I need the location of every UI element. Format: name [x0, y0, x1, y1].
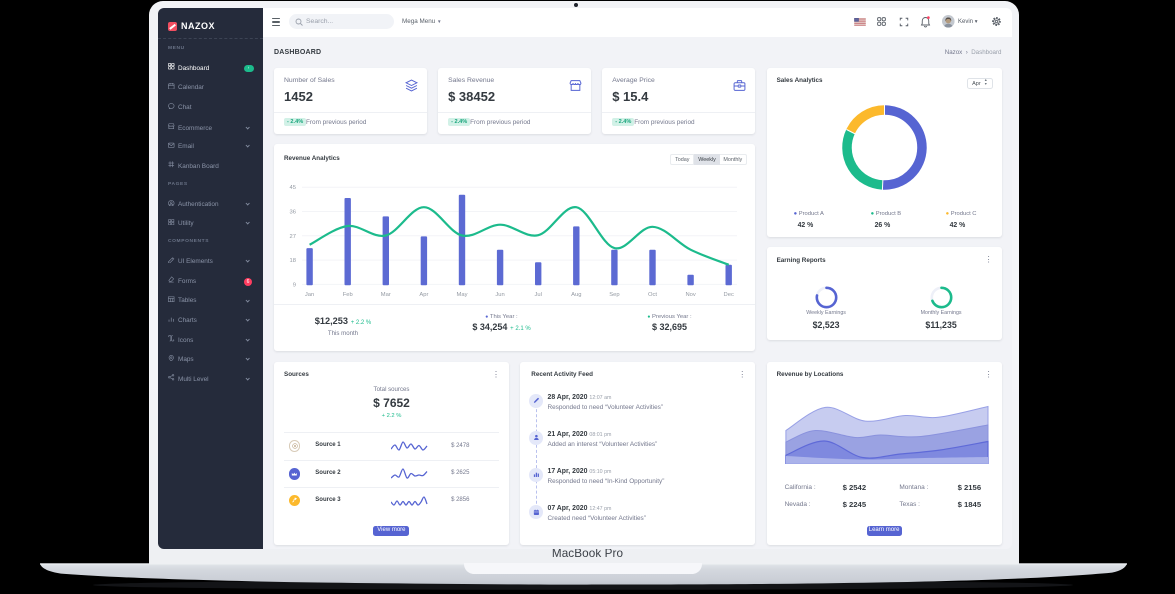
- svg-text:Aug: Aug: [571, 292, 581, 298]
- svg-text:Dec: Dec: [724, 292, 734, 298]
- svg-text:Jul: Jul: [534, 292, 541, 298]
- svg-text:Oct: Oct: [648, 292, 657, 298]
- svg-text:May: May: [457, 292, 468, 298]
- svg-text:27: 27: [290, 233, 296, 239]
- svg-text:45: 45: [290, 185, 296, 191]
- svg-text:Mar: Mar: [381, 292, 391, 298]
- svg-text:Feb: Feb: [343, 292, 353, 298]
- svg-text:Jun: Jun: [495, 292, 504, 298]
- svg-text:Jan: Jan: [305, 292, 314, 298]
- svg-text:Apr: Apr: [419, 292, 428, 298]
- svg-text:9: 9: [293, 282, 296, 288]
- svg-text:Nov: Nov: [685, 292, 695, 298]
- svg-text:Sep: Sep: [609, 292, 619, 298]
- svg-text:18: 18: [290, 258, 296, 264]
- svg-text:36: 36: [290, 209, 296, 215]
